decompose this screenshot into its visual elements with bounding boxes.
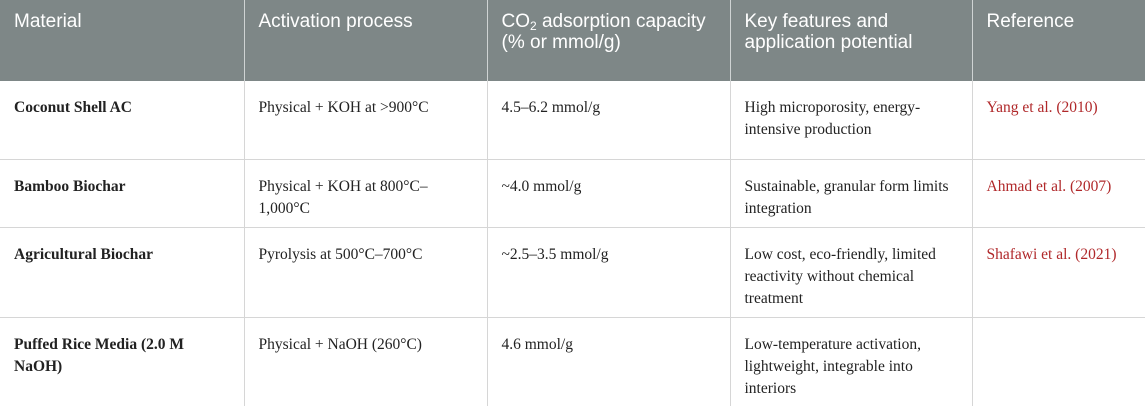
cell-features: Low-temperature activation, lightweight,… bbox=[730, 317, 973, 406]
cell-material: Bamboo Biochar bbox=[0, 159, 245, 228]
header-row: Material Activation process CO2 adsorpti… bbox=[0, 0, 1145, 81]
header-material: Material bbox=[0, 0, 245, 81]
cell-capacity: ~2.5–3.5 mmol/g bbox=[487, 227, 731, 318]
header-capacity-co: CO bbox=[501, 11, 531, 32]
header-capacity-subscript: 2 bbox=[530, 19, 537, 33]
cell-material: Agricultural Biochar bbox=[0, 227, 245, 318]
cell-activation: Pyrolysis at 500°C–700°C bbox=[244, 227, 488, 318]
table-row: Agricultural Biochar Pyrolysis at 500°C–… bbox=[0, 227, 1145, 318]
cell-capacity: ~4.0 mmol/g bbox=[487, 159, 731, 228]
cell-activation: Physical + KOH at 800°C–1,000°C bbox=[244, 159, 488, 228]
cell-features: High microporosity, energy-intensive pro… bbox=[730, 81, 973, 160]
cell-material: Puffed Rice Media (2.0 M NaOH) bbox=[0, 317, 245, 406]
cell-material: Coconut Shell AC bbox=[0, 81, 245, 160]
cell-activation: Physical + KOH at >900°C bbox=[244, 81, 488, 160]
table-row: Bamboo Biochar Physical + KOH at 800°C–1… bbox=[0, 159, 1145, 228]
header-capacity-rest: adsorption capacity (% or mmol/g) bbox=[501, 11, 706, 53]
cell-features: Low cost, eco-friendly, limited reactivi… bbox=[730, 227, 973, 318]
cell-capacity: 4.6 mmol/g bbox=[487, 317, 731, 406]
header-key-features: Key features and application potential bbox=[730, 0, 973, 81]
cell-capacity: 4.5–6.2 mmol/g bbox=[487, 81, 731, 160]
header-activation-process: Activation process bbox=[244, 0, 488, 81]
reference-link[interactable]: Ahmad et al. (2007) bbox=[972, 159, 1145, 228]
header-co2-capacity: CO2 adsorption capacity (% or mmol/g) bbox=[487, 0, 731, 81]
cell-activation: Physical + NaOH (260°C) bbox=[244, 317, 488, 406]
reference-link[interactable]: Yang et al. (2010) bbox=[972, 81, 1145, 160]
table-row: Coconut Shell AC Physical + KOH at >900°… bbox=[0, 81, 1145, 160]
table-row: Puffed Rice Media (2.0 M NaOH) Physical … bbox=[0, 317, 1145, 406]
cell-features: Sustainable, granular form limits integr… bbox=[730, 159, 973, 228]
reference-link[interactable]: Shafawi et al. (2021) bbox=[972, 227, 1145, 318]
header-reference: Reference bbox=[972, 0, 1145, 81]
cell-reference-empty bbox=[972, 317, 1145, 406]
